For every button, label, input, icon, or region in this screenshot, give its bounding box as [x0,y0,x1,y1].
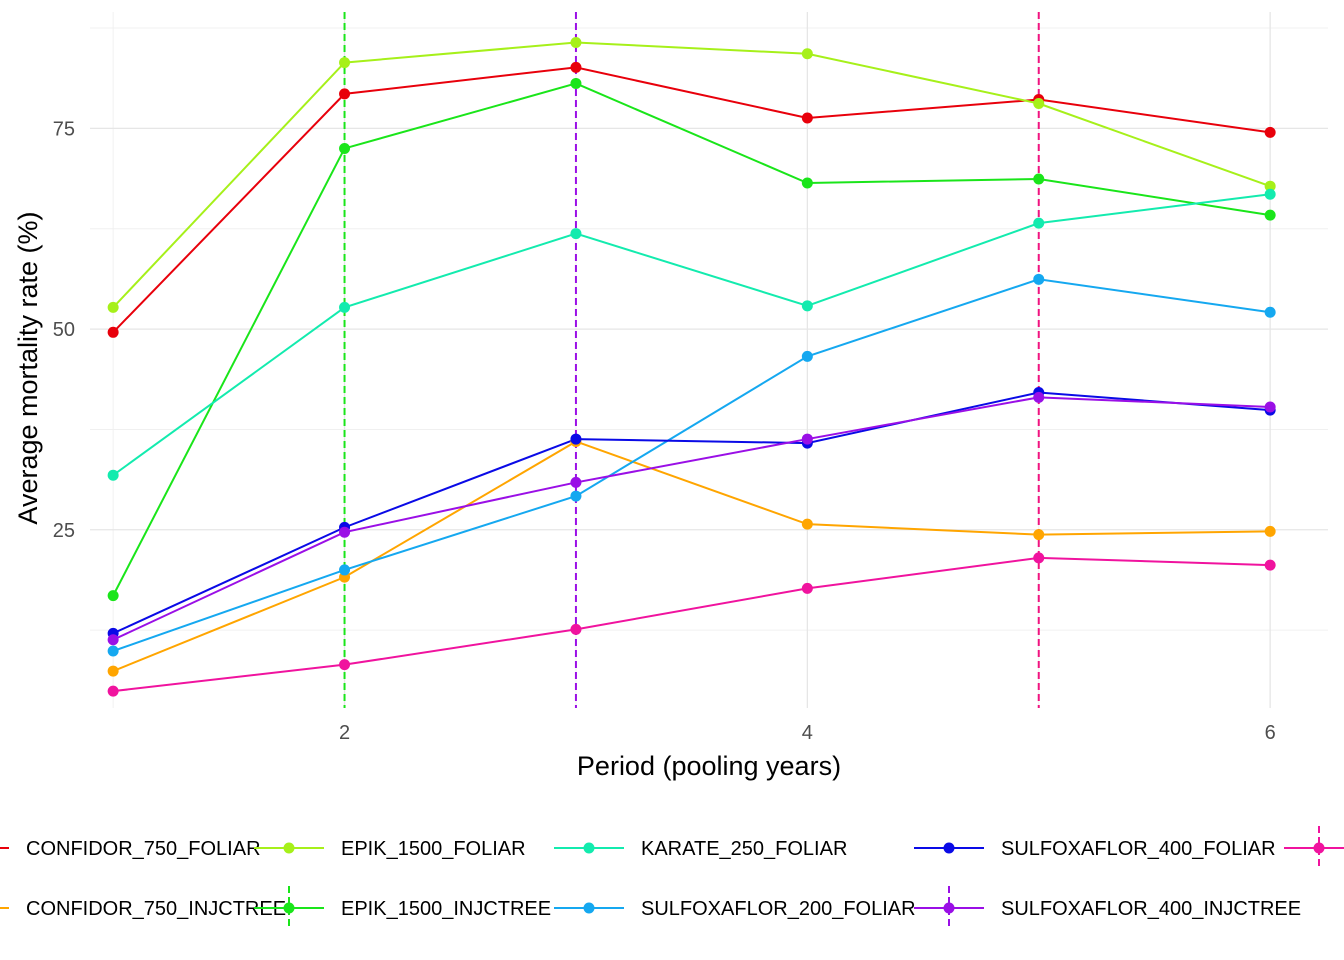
data-point [107,326,119,338]
series-line [112,278,1271,652]
data-point [107,665,119,677]
data-point [1033,552,1045,564]
data-point [1264,126,1276,138]
legend-key-point [583,842,595,854]
legend-item: EPIK_1500_FOLIAR [254,838,526,860]
data-point [801,300,813,312]
legend-label: KARATE_250_FOLIAR [641,838,847,860]
grid-minor-lines [90,12,1328,708]
data-point [107,634,119,646]
data-point [1264,525,1276,537]
data-point [1264,559,1276,571]
data-point [570,490,582,502]
data-point [570,61,582,73]
legend-key-point [583,902,595,914]
legend-item: KARATE_250_FOLIAR [554,838,847,860]
data-point [801,582,813,594]
data-point [570,77,582,89]
y-tick-label: 75 [53,118,75,140]
data-point [1264,306,1276,318]
y-axis-title: Average mortality rate (%) [13,211,43,524]
data-point [570,623,582,635]
legend-label: SULFOXAFLOR_400_INJCTREE [1001,898,1301,920]
data-point [570,37,582,49]
data-point [801,433,813,445]
x-axis-ticks: 2 4 6 [339,722,1276,744]
legend-item: EPIK_1500_INJCTREE [254,886,551,930]
data-point [339,57,351,69]
data-point [1264,180,1276,192]
data-point [107,301,119,313]
legend-label: SULFOXAFLOR_400_FOLIAR [1001,838,1276,860]
y-tick-label: 50 [53,319,75,341]
legend-item: CONFIDOR_750_FOLIAR [0,838,261,860]
series-lines [112,41,1271,693]
data-point [1033,173,1045,185]
legend-item: SULFOXAFLOR_200_FOLIAR [554,898,916,920]
y-axis-ticks: 25 50 75 [53,118,75,541]
series-line [112,41,1271,309]
legend-label: EPIK_1500_FOLIAR [341,838,526,860]
legend-key-point [283,842,295,854]
data-point [801,518,813,530]
legend-label: SULFOXAFLOR_200_FOLIAR [641,898,916,920]
legend-item: CONFIDOR_750_INJCTREE [0,898,286,920]
data-point [570,228,582,240]
legend-key-point [943,902,955,914]
y-tick-label: 25 [53,520,75,542]
data-point [339,564,351,576]
data-point [107,685,119,697]
data-point [1033,273,1045,285]
series-line [112,82,1271,597]
data-point [339,659,351,671]
data-point [339,526,351,538]
data-point [570,476,582,488]
reference-vertical-lines [343,12,1040,708]
data-point [1033,98,1045,110]
data-point [1264,188,1276,200]
grid-major-lines [90,12,1328,708]
legend-key-point [283,902,295,914]
series-line [112,391,1271,635]
data-point [801,177,813,189]
data-point [801,48,813,60]
data-point [1033,217,1045,229]
legend: CONFIDOR_750_FOLIAR CONFIDOR_750_INJCTREE… [0,826,1344,930]
legend-key-point [943,842,955,854]
x-tick-label: 6 [1265,722,1276,744]
legend-item: SULFOXAFLOR_400_INJCTREE [914,886,1301,930]
data-point [107,469,119,481]
data-point [1033,391,1045,403]
legend-key-point [1313,842,1325,854]
series-line [112,440,1271,672]
data-point [339,142,351,154]
data-point [339,88,351,100]
series-line [112,396,1271,641]
x-tick-label: 4 [802,722,813,744]
legend-label: EPIK_1500_INJCTREE [341,898,551,920]
legend-label: CONFIDOR_750_INJCTREE [26,898,286,920]
series-line [112,193,1271,477]
data-point [1264,401,1276,413]
x-tick-label: 2 [339,722,350,744]
x-axis-title: Period (pooling years) [577,751,841,781]
data-point [801,350,813,362]
data-point [1033,529,1045,541]
legend-item: SULFOXAFLOR_400_FOLIAR [914,838,1276,860]
data-point [1264,209,1276,221]
data-point [570,433,582,445]
data-point [107,590,119,602]
series-points [107,37,1276,697]
series-line [113,556,1271,693]
legend-item [1284,826,1344,870]
data-point [107,645,119,657]
data-point [339,301,351,313]
legend-label: CONFIDOR_750_FOLIAR [26,838,261,860]
data-point [801,112,813,124]
series-line [112,66,1271,334]
